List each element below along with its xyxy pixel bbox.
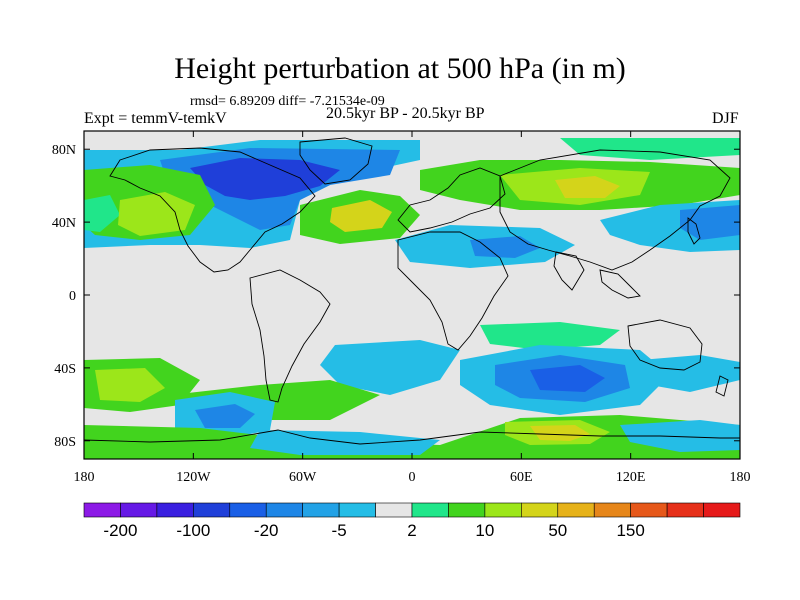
colorbar-swatch <box>593 502 631 518</box>
anomaly-band-south-cyan-1 <box>480 322 620 350</box>
colorbar-swatch <box>265 502 303 518</box>
coastline-india <box>553 251 585 291</box>
colorbar-label: -200 <box>103 521 137 540</box>
coastline-europe <box>397 167 506 233</box>
lon-tick-label: 120E <box>616 470 646 485</box>
lon-tick-label: 60E <box>510 470 533 485</box>
anomaly-band-pacific-yellow <box>118 192 195 236</box>
colorbar-swatch <box>630 502 668 518</box>
colorbar-swatch <box>703 502 741 518</box>
coastline-asia <box>499 149 731 271</box>
lat-tick-label: 80N <box>52 143 76 158</box>
colorbar-label: 2 <box>407 521 416 540</box>
anomaly-band-south-indian-blue-3 <box>530 365 605 392</box>
colorbar-swatch <box>484 502 522 518</box>
anomaly-band-arctic-cyan <box>560 138 740 160</box>
contour-fills <box>84 138 740 459</box>
coastline-north-america <box>109 147 316 273</box>
period-label: 20.5kyr BP - 20.5kyr BP <box>326 105 485 122</box>
colorbar-swatch <box>666 502 704 518</box>
season-label: DJF <box>712 110 739 127</box>
colorbar-swatch <box>448 502 486 518</box>
colorbar-swatch <box>521 502 559 518</box>
coastline-greenland <box>299 137 373 185</box>
colorbar-swatch <box>193 502 231 518</box>
colorbar-label: 50 <box>548 521 567 540</box>
colorbar-swatch <box>557 502 595 518</box>
stats-label: rmsd= 6.89209 diff= -7.21534e-09 <box>190 94 385 109</box>
colorbar-label: -5 <box>332 521 347 540</box>
coastline-africa <box>397 231 509 351</box>
anomaly-band-north-dark-blue <box>190 158 340 200</box>
coastlines <box>84 137 740 445</box>
colorbar-label: 150 <box>616 521 644 540</box>
colorbar-swatch <box>338 502 376 518</box>
lon-axis: 180 120W 60W 0 60E 120E 180 <box>74 131 751 485</box>
colorbar-swatch <box>120 502 158 518</box>
coastline-south-america <box>249 269 331 403</box>
map-title: Height perturbation at 500 hPa (in m) <box>174 52 626 85</box>
anomaly-band-south-pacific-yellow <box>95 368 165 402</box>
anomaly-band-atlantic-yellow <box>330 200 392 232</box>
coastline-australia <box>627 319 703 371</box>
colorbar-label: -100 <box>176 521 210 540</box>
anomaly-band-antarctic-blue-east <box>620 420 740 452</box>
anomaly-band-south-pacific-blue-2 <box>195 404 255 428</box>
lon-tick-label: 180 <box>74 470 95 485</box>
anomaly-band-mideast-blue-2 <box>470 236 540 258</box>
lon-tick-label: 60W <box>289 470 317 485</box>
lat-tick-label: 40S <box>54 362 76 377</box>
coastline-new-zealand <box>715 375 729 397</box>
anomaly-band-north-green-2 <box>84 195 120 232</box>
colorbar-swatch <box>83 502 121 518</box>
colorbar-swatch <box>156 502 194 518</box>
colorbar-swatch <box>302 502 340 518</box>
coastline-antarctica <box>84 429 740 445</box>
lat-tick-label: 0 <box>69 289 76 304</box>
lon-tick-label: 0 <box>409 470 416 485</box>
colorbar-label: 10 <box>475 521 494 540</box>
lat-tick-label: 40N <box>52 216 76 231</box>
colorbar-swatch <box>229 502 267 518</box>
anomaly-band-antarctic-orange <box>530 425 590 441</box>
coastline-southeast-asia <box>599 269 641 299</box>
experiment-label: Expt = temmV-temkV <box>84 110 227 127</box>
lon-tick-label: 180 <box>730 470 751 485</box>
colorbar-label: -20 <box>254 521 279 540</box>
anomaly-band-east-pacific-blue <box>640 355 740 392</box>
lat-tick-label: 80S <box>54 435 76 450</box>
colorbar-swatch <box>375 502 413 518</box>
anomaly-band-south-light-blue-1 <box>320 340 460 395</box>
lon-tick-label: 120W <box>176 470 211 485</box>
anomaly-band-eurasia-orange <box>555 176 620 198</box>
colorbar: -200 -100 -20 -5 2 10 50 150 <box>83 502 741 540</box>
colorbar-swatch <box>411 502 449 518</box>
coastline-japan <box>687 217 701 245</box>
lat-axis: 80N 40N 0 40S 80S <box>52 143 740 450</box>
